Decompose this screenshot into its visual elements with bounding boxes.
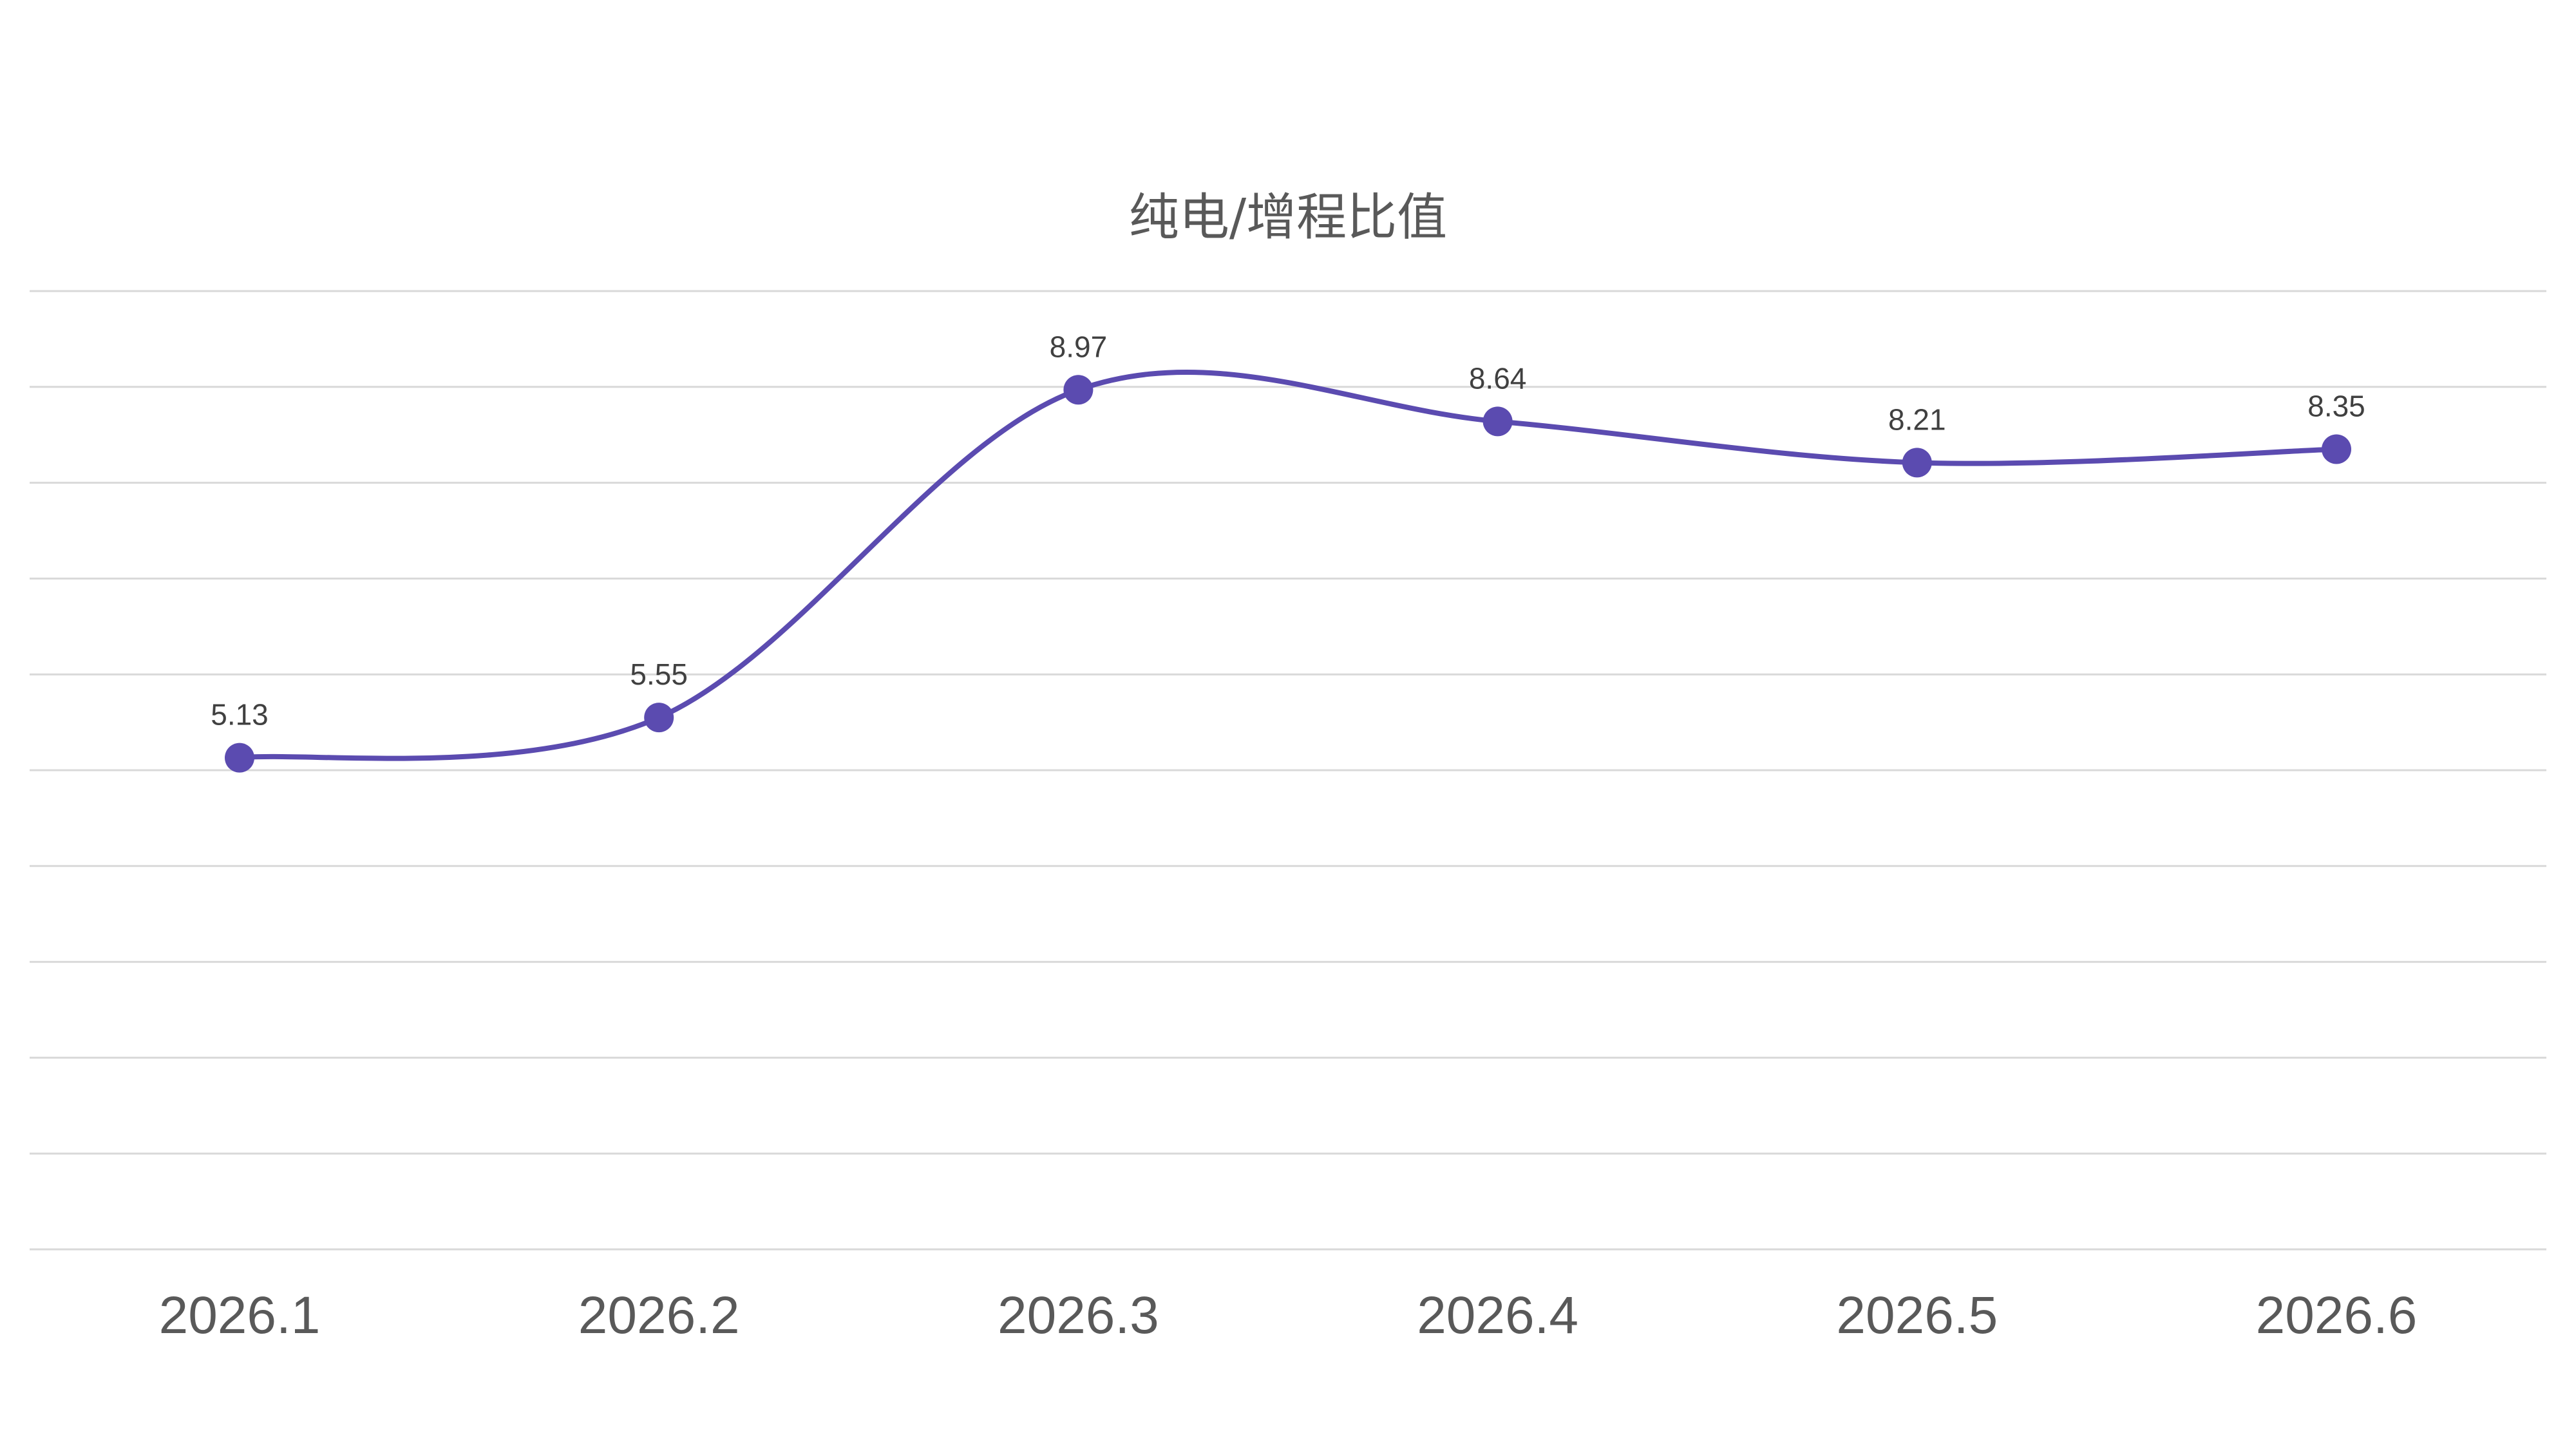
x-axis-tick-labels: 2026.1 2026.2 2026.3 2026.4 2026.5 2026.6: [159, 1286, 2418, 1345]
x-tick-label: 2026.3: [998, 1286, 1159, 1345]
data-label: 5.13: [211, 698, 269, 732]
x-tick-label: 2026.2: [578, 1286, 740, 1345]
data-label: 8.21: [1888, 402, 1946, 436]
data-point: [1902, 448, 1932, 478]
data-label: 8.64: [1469, 361, 1527, 395]
x-tick-label: 2026.6: [2256, 1286, 2418, 1345]
data-point: [2322, 434, 2351, 464]
data-point: [1482, 406, 1513, 437]
series-group: [237, 369, 2339, 761]
data-point: [225, 743, 254, 773]
x-tick-label: 2026.1: [159, 1286, 321, 1345]
data-labels: 5.13 5.55 8.97 8.64 8.21 8.35: [211, 330, 2365, 731]
chart-title: 纯电/增程比值: [1129, 189, 1447, 247]
x-tick-label: 2026.4: [1417, 1286, 1578, 1345]
gridlines: [30, 290, 2546, 1251]
x-tick-label: 2026.5: [1836, 1286, 1998, 1345]
data-label: 5.55: [630, 658, 688, 691]
data-label: 8.97: [1050, 330, 1108, 363]
data-points: [225, 375, 2351, 773]
data-label: 8.35: [2307, 390, 2365, 423]
data-point: [1063, 375, 1094, 405]
data-point: [644, 703, 674, 733]
series-line: [237, 369, 2339, 761]
